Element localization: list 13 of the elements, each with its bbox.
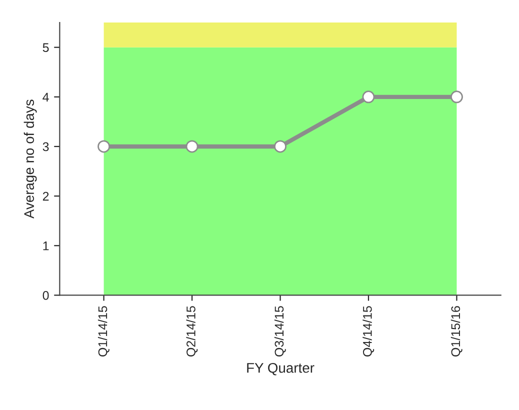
- y-axis-title: Average no of days: [24, 100, 37, 219]
- y-tick-label: 4: [42, 92, 49, 102]
- x-tick-label: Q2/14/15: [186, 306, 198, 356]
- x-tick-label: Q3/14/15: [274, 306, 286, 356]
- y-tick-label: 3: [42, 142, 49, 152]
- y-tick-label: 2: [42, 192, 49, 201]
- x-tick-label: Q4/14/15: [362, 306, 374, 356]
- x-tick-label: Q1/15/16: [450, 306, 462, 356]
- y-tick-label: 5: [42, 43, 49, 52]
- x-axis-title: FY Quarter: [247, 362, 314, 376]
- x-tick-label: Q1/14/15: [98, 306, 110, 356]
- y-tick-label: 1: [43, 242, 49, 250]
- y-tick-label: 0: [42, 291, 49, 300]
